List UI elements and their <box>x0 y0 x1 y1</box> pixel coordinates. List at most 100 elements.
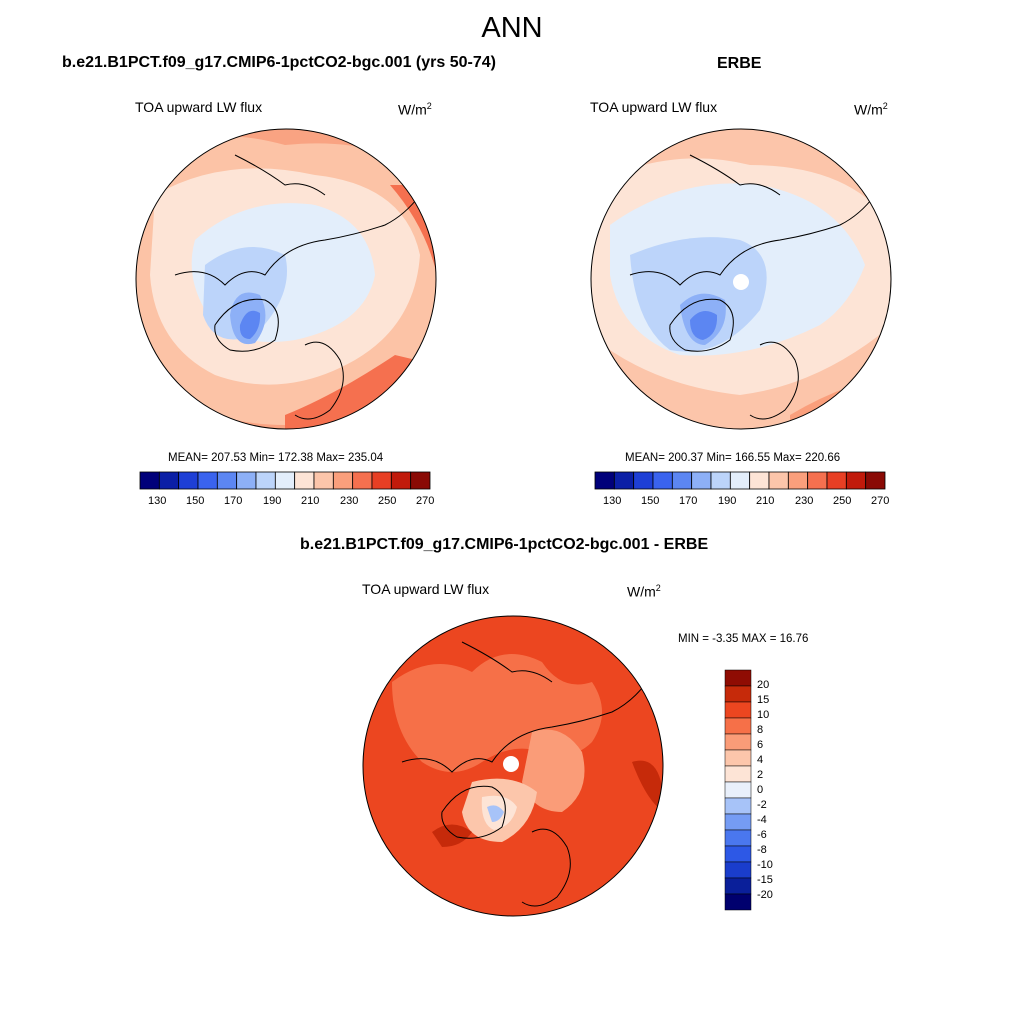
tick-label: 150 <box>186 495 205 507</box>
panel1-stats: MEAN= 207.53 Min= 172.38 Max= 235.04 <box>168 452 384 464</box>
panel2-units: W/m2 <box>854 101 888 118</box>
tick-label: 270 <box>416 495 435 507</box>
colorbar-swatch <box>845 471 867 490</box>
tick-label: 6 <box>757 739 764 751</box>
tick-label: 0 <box>757 784 764 796</box>
colorbar-swatch <box>865 471 886 490</box>
panel1-title: b.e21.B1PCT.f09_g17.CMIP6-1pctCO2-bgc.00… <box>62 54 496 71</box>
colorbar-swatch <box>139 471 160 490</box>
panel1-colorbar <box>139 471 431 490</box>
colorbar-swatch <box>724 717 752 735</box>
panel2-variable-label: TOA upward LW flux <box>590 99 718 115</box>
tick-label: 210 <box>301 495 320 507</box>
colorbar-swatch <box>371 471 392 490</box>
panel3-polar-map <box>362 615 664 917</box>
panel2-polar-map <box>590 128 892 430</box>
colorbar-swatch <box>724 829 752 847</box>
colorbar-swatch <box>671 471 693 490</box>
pole-hole <box>733 274 749 290</box>
tick-label: 4 <box>757 754 764 766</box>
tick-label: 130 <box>148 495 167 507</box>
tick-label: -20 <box>757 889 773 901</box>
colorbar-swatch <box>729 471 751 490</box>
colorbar-swatch <box>613 471 635 490</box>
tick-label: -10 <box>757 859 773 871</box>
field-band <box>239 310 261 339</box>
colorbar-swatch <box>724 861 752 879</box>
tick-label: 20 <box>757 679 770 691</box>
colorbar-swatch <box>724 877 752 895</box>
tick-label: 250 <box>378 495 397 507</box>
colorbar-swatch <box>724 765 752 783</box>
colorbar-swatch <box>178 471 199 490</box>
panel2-colorbar <box>594 471 886 490</box>
coastline <box>689 154 781 196</box>
colorbar-swatch <box>691 471 712 490</box>
tick-label: 170 <box>224 495 243 507</box>
coastline <box>669 298 734 352</box>
panel3-stats: MIN = -3.35 MAX = 16.76 <box>678 633 809 645</box>
colorbar-swatch <box>274 471 296 490</box>
colorbar-swatch <box>710 471 731 490</box>
colorbar-swatch <box>724 733 752 751</box>
tick-label: 10 <box>757 709 770 721</box>
tick-label: 170 <box>679 495 698 507</box>
colorbar-swatch <box>807 471 828 490</box>
tick-label: 150 <box>641 495 660 507</box>
colorbar-swatch <box>724 701 752 719</box>
colorbar-swatch <box>724 813 752 831</box>
tick-label: -15 <box>757 874 773 886</box>
panel2-colorbar-ticks: 130 150 170 190 210 230 250 270 <box>595 495 889 509</box>
colorbar-swatch <box>749 471 770 490</box>
colorbar-swatch <box>724 781 752 799</box>
panel1-polar-map <box>135 128 437 430</box>
panel1-variable-label: TOA upward LW flux <box>135 99 263 115</box>
colorbar-swatch <box>826 471 847 490</box>
coastline <box>749 341 799 420</box>
colorbar-swatch <box>724 845 752 863</box>
panel1-units: W/m2 <box>398 101 432 118</box>
tick-label: 250 <box>833 495 852 507</box>
tick-label: 270 <box>871 495 890 507</box>
colorbar-swatch <box>197 471 218 490</box>
colorbar-swatch <box>332 471 354 490</box>
panel3-colorbar <box>724 669 752 911</box>
colorbar-swatch <box>633 471 654 490</box>
field-band <box>522 729 585 812</box>
colorbar-swatch <box>594 471 615 490</box>
colorbar-swatch <box>255 471 276 490</box>
colorbar-swatch <box>313 471 334 490</box>
coastline <box>461 641 553 683</box>
coastline <box>521 828 571 907</box>
tick-label: 130 <box>603 495 622 507</box>
colorbar-swatch <box>352 471 373 490</box>
coastline <box>629 194 876 286</box>
colorbar-swatch <box>652 471 673 490</box>
panel3-colorbar-ticks: 20 15 10 8 6 4 2 0 -2 -4 -6 -8 -10 -15 -… <box>757 670 797 910</box>
coastline <box>234 154 326 196</box>
colorbar-swatch <box>724 797 752 815</box>
figure-title: ANN <box>481 12 543 44</box>
panel3-units: W/m2 <box>627 583 661 600</box>
coastline <box>294 341 344 420</box>
tick-label: 210 <box>756 495 775 507</box>
field-band <box>432 824 472 847</box>
colorbar-swatch <box>724 669 752 687</box>
tick-label: 230 <box>340 495 359 507</box>
colorbar-swatch <box>158 471 180 490</box>
panel2-title: ERBE <box>717 55 762 72</box>
tick-label: -4 <box>757 814 767 826</box>
colorbar-swatch <box>216 471 238 490</box>
panel1-colorbar-ticks: 130 150 170 190 210 230 250 270 <box>140 495 434 509</box>
colorbar-swatch <box>410 471 431 490</box>
colorbar-swatch <box>787 471 809 490</box>
colorbar-swatch <box>294 471 315 490</box>
coastline <box>214 298 279 352</box>
tick-label: 190 <box>263 495 282 507</box>
field-band <box>487 805 504 822</box>
colorbar-swatch <box>236 471 257 490</box>
colorbar-swatch <box>390 471 412 490</box>
tick-label: 190 <box>718 495 737 507</box>
colorbar-swatch <box>768 471 789 490</box>
colorbar-swatch <box>724 685 752 703</box>
